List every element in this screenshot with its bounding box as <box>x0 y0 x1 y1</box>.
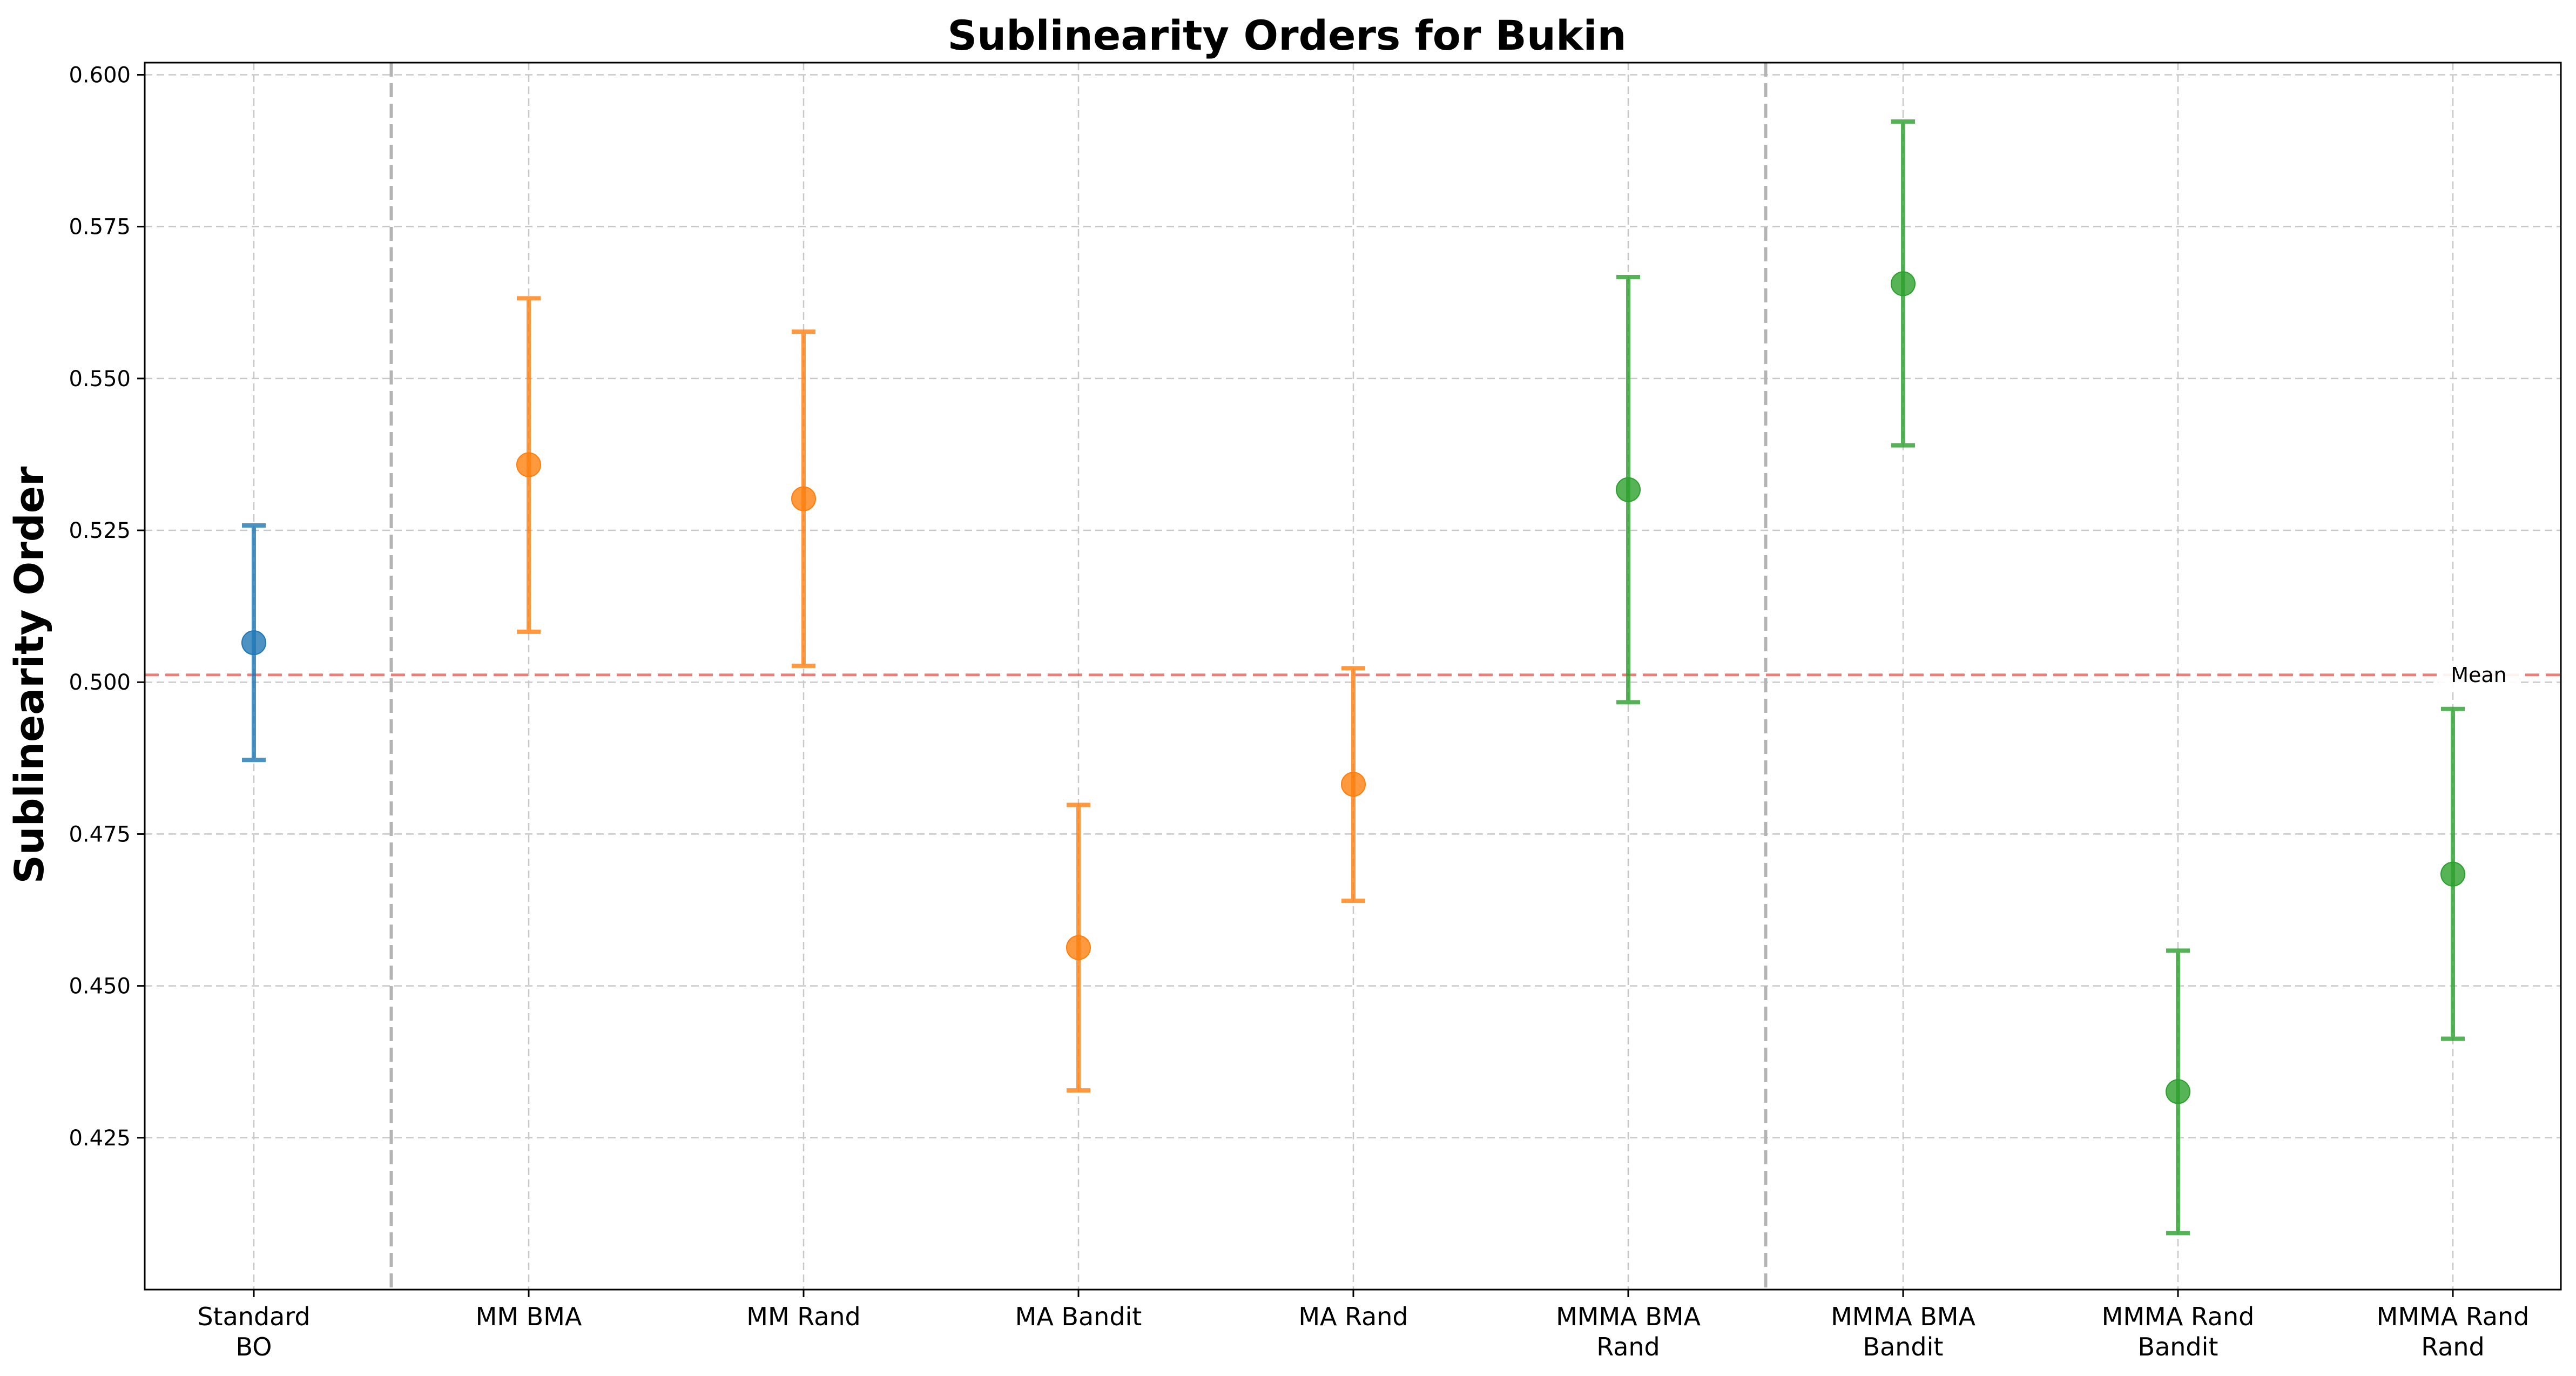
data-point <box>241 630 266 656</box>
x-tick-label: MA Bandit <box>1015 1302 1142 1331</box>
data-point <box>791 486 816 511</box>
chart-title: Sublinearity Orders for Bukin <box>947 11 1626 59</box>
data-point <box>2166 1079 2190 1104</box>
data-point <box>1341 772 1366 797</box>
x-tick-label: MMMA Rand Bandit <box>2102 1302 2255 1361</box>
y-tick-label: 0.475 <box>69 822 131 847</box>
x-tick-label-line: Standard <box>197 1302 310 1331</box>
y-tick-label: 0.600 <box>69 63 131 87</box>
x-tick-label-line: BO <box>236 1332 272 1361</box>
x-tick-label-line: Rand <box>2421 1332 2485 1361</box>
x-tick-label: MMMA BMA Bandit <box>1831 1302 1975 1361</box>
mean-line-group: Mean <box>145 660 2561 689</box>
data-points <box>241 271 2465 1104</box>
y-tick-label: 0.425 <box>69 1126 131 1151</box>
y-tick-label: 0.550 <box>69 367 131 392</box>
data-point <box>1066 935 1091 960</box>
x-tick-label: MMMA Rand Rand <box>2377 1302 2530 1361</box>
data-point <box>1891 271 1916 296</box>
mean-label-background <box>2438 660 2519 689</box>
x-tick-label-line: MMMA Rand <box>2102 1302 2255 1331</box>
x-axis: Standard BO MM BMA MM Rand MA Bandit MA Rand M… <box>197 1290 2529 1361</box>
y-tick-label: 0.525 <box>69 518 131 543</box>
x-tick-label: Standard BO <box>197 1302 310 1361</box>
x-tick-label-line: MM BMA <box>476 1302 582 1331</box>
x-tick-label-line: MA Rand <box>1298 1302 1408 1331</box>
x-tick-label-line: Bandit <box>1863 1332 1944 1361</box>
x-tick-label-line: Rand <box>1596 1332 1660 1361</box>
x-tick-label: MM Rand <box>746 1302 861 1331</box>
data-point <box>516 452 541 477</box>
y-tick-label: 0.450 <box>69 974 131 999</box>
x-tick-label-line: MMMA Rand <box>2377 1302 2530 1331</box>
data-point <box>1616 477 1641 502</box>
y-axis: 0.425 0.450 0.475 0.500 0.525 0.550 0.575 0.600 <box>69 63 145 1151</box>
y-tick-label: 0.500 <box>69 670 131 695</box>
y-tick-label: 0.575 <box>69 215 131 240</box>
x-tick-label-line: Bandit <box>2138 1332 2218 1361</box>
x-tick-label-line: MM Rand <box>746 1302 861 1331</box>
x-tick-label-line: MMMA BMA <box>1831 1302 1975 1331</box>
x-tick-label: MM BMA <box>476 1302 582 1331</box>
x-tick-label-line: MMMA BMA <box>1556 1302 1701 1331</box>
x-tick-label-line: MA Bandit <box>1015 1302 1142 1331</box>
x-tick-label: MA Rand <box>1298 1302 1408 1331</box>
y-axis-label: Sublinearity Order <box>6 466 53 883</box>
mean-label: Mean <box>2451 663 2507 687</box>
x-tick-label: MMMA BMA Rand <box>1556 1302 1701 1361</box>
data-point <box>2440 861 2465 887</box>
